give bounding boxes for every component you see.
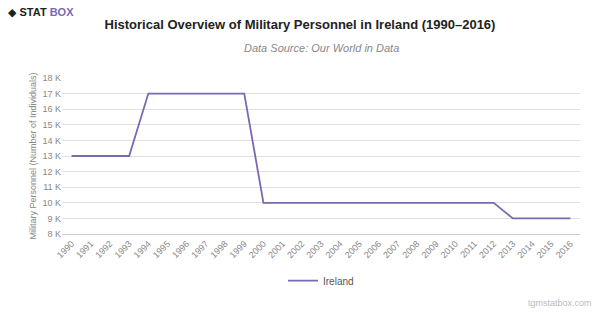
svg-text:1995: 1995 — [151, 239, 172, 260]
svg-text:2014: 2014 — [515, 239, 536, 260]
svg-text:2008: 2008 — [400, 239, 421, 260]
svg-text:1994: 1994 — [132, 239, 153, 260]
svg-text:1993: 1993 — [113, 239, 134, 260]
svg-text:Data Source: Our World in Data: Data Source: Our World in Data — [244, 42, 399, 54]
svg-text:14 K: 14 K — [42, 136, 61, 146]
svg-text:18 K: 18 K — [42, 73, 61, 83]
svg-text:10 K: 10 K — [42, 198, 61, 208]
svg-text:15 K: 15 K — [42, 120, 61, 130]
svg-text:1998: 1998 — [208, 239, 229, 260]
svg-text:2006: 2006 — [362, 239, 383, 260]
svg-text:1991: 1991 — [74, 239, 95, 260]
svg-text:12 K: 12 K — [42, 167, 61, 177]
svg-text:2001: 2001 — [266, 239, 287, 260]
svg-text:8 K: 8 K — [47, 229, 61, 239]
svg-text:Military Personnel (Number of: Military Personnel (Number of Individual… — [28, 72, 38, 239]
svg-text:2012: 2012 — [477, 239, 498, 260]
svg-text:1992: 1992 — [93, 239, 114, 260]
svg-text:2003: 2003 — [304, 239, 325, 260]
svg-text:17 K: 17 K — [42, 89, 61, 99]
svg-text:2015: 2015 — [535, 239, 556, 260]
svg-text:1999: 1999 — [228, 239, 249, 260]
svg-text:2007: 2007 — [381, 239, 402, 260]
svg-text:11 K: 11 K — [43, 182, 61, 192]
svg-text:2013: 2013 — [496, 239, 517, 260]
svg-text:2004: 2004 — [324, 239, 345, 260]
svg-text:2010: 2010 — [439, 239, 460, 260]
svg-text:2005: 2005 — [343, 239, 364, 260]
svg-text:2009: 2009 — [419, 239, 440, 260]
svg-text:16 K: 16 K — [42, 104, 61, 114]
svg-text:tgmstatbox.com: tgmstatbox.com — [528, 298, 592, 308]
svg-text:2000: 2000 — [247, 239, 268, 260]
svg-text:Historical Overview of Militar: Historical Overview of Military Personne… — [105, 17, 496, 32]
svg-text:2011: 2011 — [458, 239, 479, 260]
svg-text:2016: 2016 — [554, 239, 575, 260]
svg-text:Ireland: Ireland — [323, 276, 354, 287]
svg-text:1990: 1990 — [55, 239, 76, 260]
svg-text:9 K: 9 K — [47, 214, 61, 224]
svg-text:◆ STAT BOX: ◆ STAT BOX — [8, 6, 74, 18]
svg-text:13 K: 13 K — [42, 151, 61, 161]
svg-text:2002: 2002 — [285, 239, 306, 260]
svg-text:1996: 1996 — [170, 239, 191, 260]
svg-text:1997: 1997 — [189, 239, 210, 260]
